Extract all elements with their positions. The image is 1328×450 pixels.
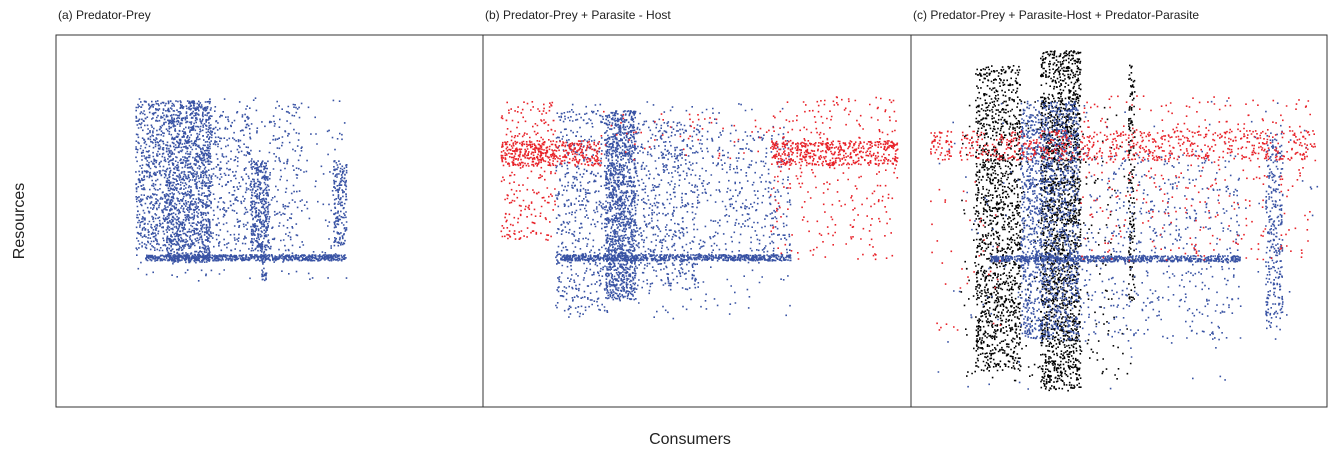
dot-cluster — [560, 254, 792, 262]
dot-cluster — [260, 245, 268, 282]
dot-cluster — [333, 160, 348, 247]
dot-cluster — [1020, 100, 1080, 342]
y-axis-label: Resources — [11, 183, 28, 259]
dot-cluster — [145, 254, 347, 262]
panel-frame — [482, 34, 912, 408]
dot-cluster — [135, 97, 348, 282]
dot-cluster — [700, 130, 792, 261]
dot-cluster — [770, 96, 899, 261]
dot-cluster — [500, 140, 602, 167]
dot-cluster — [1080, 150, 1242, 342]
panel-frame — [910, 34, 1328, 408]
dot-cluster — [770, 140, 899, 167]
dot-cluster — [268, 100, 302, 252]
dot-cluster — [1128, 64, 1136, 302]
panel-title: (a) Predator-Prey — [58, 8, 151, 22]
x-axis-label: Consumers — [649, 431, 731, 448]
dot-cluster — [250, 160, 270, 252]
panel-title: (c) Predator-Prey + Parasite-Host + Pred… — [913, 8, 1199, 22]
dot-cluster — [975, 65, 1022, 372]
dot-cluster — [1265, 130, 1284, 330]
dot-cluster — [555, 110, 607, 312]
panel-title: (b) Predator-Prey + Parasite - Host — [485, 8, 671, 22]
dot-cluster — [500, 101, 557, 241]
dot-cluster — [990, 255, 1241, 263]
dot-cluster — [930, 130, 1317, 162]
dot-cluster — [165, 100, 212, 264]
dot-cluster — [605, 110, 637, 302]
dot-cluster — [937, 100, 1319, 390]
dot-cluster — [635, 120, 702, 292]
dot-cluster — [210, 110, 252, 252]
